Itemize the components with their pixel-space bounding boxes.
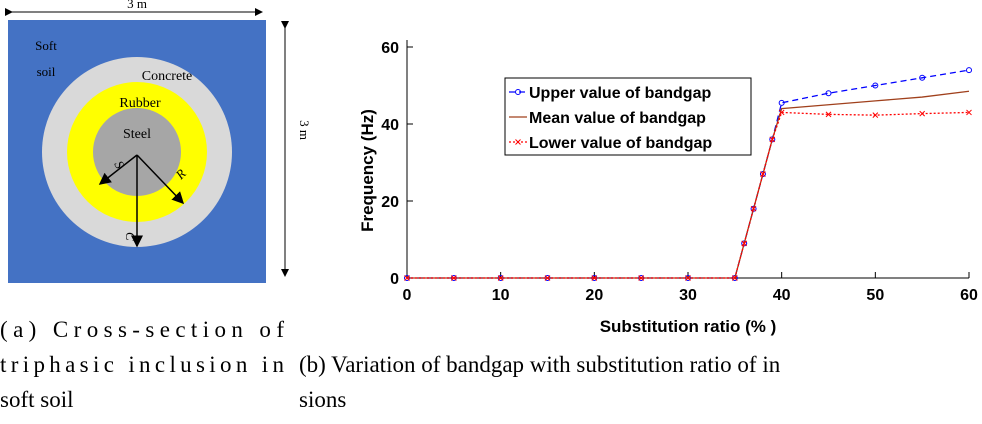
radius-label: C	[123, 232, 138, 241]
caption-line: sions	[299, 387, 346, 412]
x-tick-label: 40	[773, 287, 791, 304]
x-tick-label: 30	[679, 287, 697, 304]
legend-label: Upper value of bandgap	[529, 85, 711, 102]
x-tick-label: 0	[403, 287, 412, 304]
y-tick-label: 60	[381, 40, 399, 57]
figure: 3 m 3 m Soft soil Concrete Rubber Steel …	[0, 0, 982, 424]
y-tick-label: 40	[381, 117, 399, 134]
y-tick-label: 0	[390, 271, 399, 288]
x-tick-label: 10	[492, 287, 510, 304]
region-label: Soft	[35, 38, 57, 53]
legend-label: Mean value of bandgap	[529, 110, 706, 127]
x-tick-label: 60	[960, 287, 978, 304]
caption-a: (a) Cross-section of triphasic inclusion…	[0, 317, 285, 412]
caption-b: (b) Variation of bandgap with substituti…	[299, 352, 781, 412]
point	[920, 111, 925, 116]
caption-line: (b) Variation of bandgap with substituti…	[299, 352, 781, 377]
caption-line: (a) Cross-section of	[0, 317, 284, 342]
caption-line: soft soil	[0, 387, 73, 412]
legend-label: Lower value of bandgap	[529, 135, 712, 152]
point	[873, 113, 878, 118]
cross-section: 3 m 3 m Soft soil Concrete Rubber Steel …	[8, 0, 312, 283]
region-label: Steel	[123, 127, 151, 142]
width-label: 3 m	[127, 0, 147, 11]
x-axis-label: Substitution ratio (% )	[600, 317, 777, 336]
region-label: soil	[37, 64, 56, 79]
region-label: Concrete	[142, 69, 193, 84]
y-tick-label: 20	[381, 194, 399, 211]
height-label: 3 m	[297, 120, 312, 140]
y-axis-label: Frequency (Hz)	[358, 109, 377, 232]
x-tick-label: 20	[585, 287, 603, 304]
region-label: Rubber	[119, 96, 161, 111]
x-tick-label: 50	[866, 287, 884, 304]
chart: 0 20 40 60 0 10 20 30 40 50 60 Substitution ratio (…	[358, 40, 978, 336]
caption-line: triphasic inclusion in	[0, 352, 285, 377]
point	[967, 68, 972, 73]
